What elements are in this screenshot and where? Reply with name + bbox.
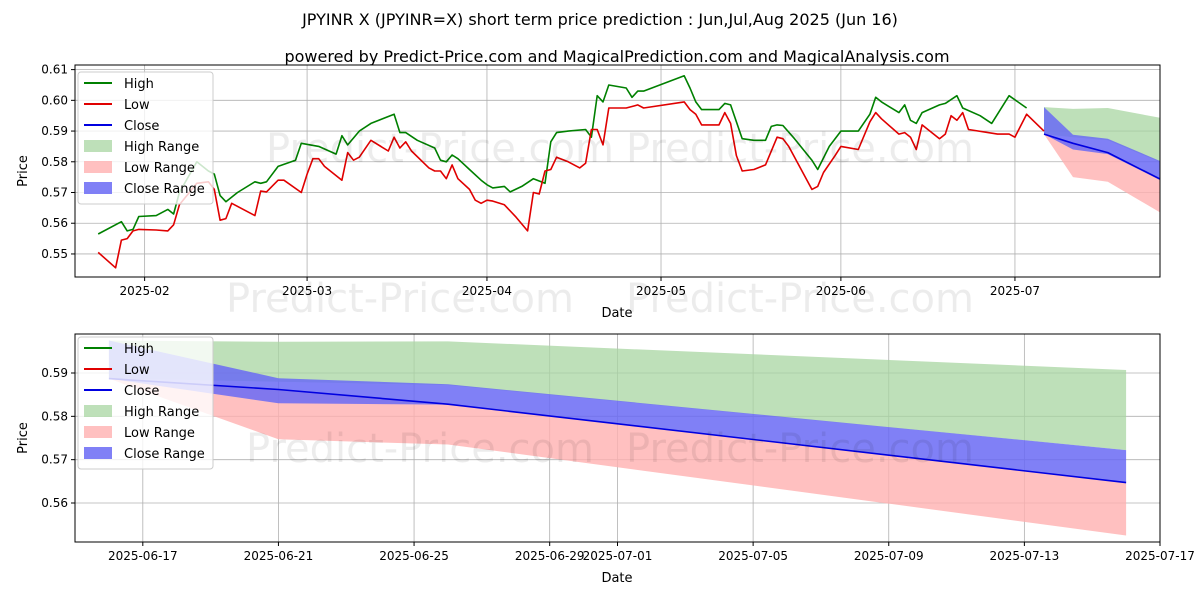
- legend-label: High Range: [124, 140, 199, 155]
- history-plot-frame: [74, 64, 1161, 278]
- legend-swatch: [84, 161, 112, 173]
- history-ticks: 2025-02 2025-03 2025-04 2025-05 2025-06 2025-…: [41, 63, 1040, 298]
- x-tick-label: 2025-07-17: [1125, 549, 1195, 563]
- history-y-axis-label: Price: [16, 155, 31, 187]
- legend-label: Close Range: [124, 447, 205, 462]
- x-tick-label: 2025-07-09: [854, 549, 924, 563]
- x-tick-label: 2025-05: [636, 284, 686, 298]
- x-tick-label: 2025-04: [462, 284, 512, 298]
- watermark-text: Predict-Price.com: [626, 126, 974, 172]
- low-line: [97, 101, 1045, 269]
- y-tick-label: 0.58: [41, 155, 68, 169]
- legend-label: Close: [124, 119, 159, 134]
- low-range-area: [1044, 134, 1160, 213]
- watermark-text: Predict-Price.com: [626, 426, 974, 472]
- watermark-text: Predict-Price.com: [226, 276, 574, 322]
- legend-label: Close Range: [124, 182, 205, 197]
- forecast-panel: Predict-Price.com Predict-Price.com 2025…: [16, 333, 1195, 586]
- legend-label: Close: [124, 384, 159, 399]
- history-panel: Predict-Price.com Predict-Price.com Pred…: [16, 63, 1161, 322]
- y-tick-label: 0.57: [41, 453, 68, 467]
- forecast-range-areas: [108, 340, 1127, 536]
- close-range-area: [1044, 107, 1160, 180]
- legend-label: Low Range: [124, 426, 195, 441]
- high-range-area: [1044, 107, 1160, 163]
- y-tick-label: 0.59: [41, 124, 68, 138]
- legend-label: Low Range: [124, 161, 195, 176]
- forecast-legend: High Low Close High Range Low Range Close Ran…: [77, 336, 214, 470]
- legend-swatch: [84, 447, 112, 459]
- legend-swatch: [84, 405, 112, 417]
- forecast-y-axis-label: Price: [16, 422, 31, 454]
- history-legend: High Low Close High Range Low Range Close Ran…: [77, 71, 214, 205]
- y-tick-label: 0.58: [41, 409, 68, 423]
- watermark-text: Predict-Price.com: [266, 126, 614, 172]
- history-x-axis-label: Date: [601, 306, 632, 321]
- y-tick-label: 0.56: [41, 216, 68, 230]
- x-tick-label: 2025-07: [990, 284, 1040, 298]
- x-tick-label: 2025-06-17: [108, 549, 178, 563]
- x-tick-label: 2025-07-01: [583, 549, 653, 563]
- low-range-area: [108, 378, 1127, 536]
- main-title: JPYINR X (JPYINR=X) short term price pre…: [301, 10, 898, 29]
- history-watermarks: Predict-Price.com Predict-Price.com Pred…: [226, 126, 974, 322]
- x-tick-label: 2025-02: [120, 284, 170, 298]
- legend-swatch: [84, 140, 112, 152]
- high-range-area: [108, 340, 1127, 451]
- x-tick-label: 2025-06-21: [244, 549, 314, 563]
- history-range-areas: [1044, 107, 1160, 213]
- history-series-lines: [97, 75, 1160, 269]
- x-tick-label: 2025-06-25: [379, 549, 449, 563]
- legend-swatch: [84, 426, 112, 438]
- y-tick-label: 0.56: [41, 496, 68, 510]
- forecast-x-axis-label: Date: [601, 571, 632, 586]
- legend-label: Low: [124, 363, 150, 378]
- high-line: [97, 75, 1028, 235]
- watermark-text: Predict-Price.com: [246, 426, 594, 472]
- x-tick-label: 2025-07-05: [718, 549, 788, 563]
- y-tick-label: 0.61: [41, 63, 68, 77]
- x-tick-label: 2025-07-13: [990, 549, 1060, 563]
- forecast-watermarks: Predict-Price.com Predict-Price.com: [246, 426, 974, 472]
- y-tick-label: 0.60: [41, 93, 68, 107]
- watermark-text: Predict-Price.com: [626, 276, 974, 322]
- x-tick-label: 2025-06-29: [515, 549, 585, 563]
- legend-label: High Range: [124, 405, 199, 420]
- x-tick-label: 2025-06: [816, 284, 866, 298]
- legend-label: High: [124, 77, 154, 92]
- close-line: [1043, 133, 1160, 180]
- legend-label: Low: [124, 98, 150, 113]
- y-tick-label: 0.55: [41, 247, 68, 261]
- y-tick-label: 0.59: [41, 366, 68, 380]
- legend-label: High: [124, 342, 154, 357]
- y-tick-label: 0.57: [41, 186, 68, 200]
- history-grid: [75, 65, 1160, 277]
- x-tick-label: 2025-03: [282, 284, 332, 298]
- subtitle: powered by Predict-Price.com and Magical…: [284, 47, 949, 66]
- forecast-ticks: 2025-06-17 2025-06-21 2025-06-25 2025-06-29…: [41, 366, 1195, 563]
- close-range-area: [108, 340, 1127, 483]
- legend-swatch: [84, 182, 112, 194]
